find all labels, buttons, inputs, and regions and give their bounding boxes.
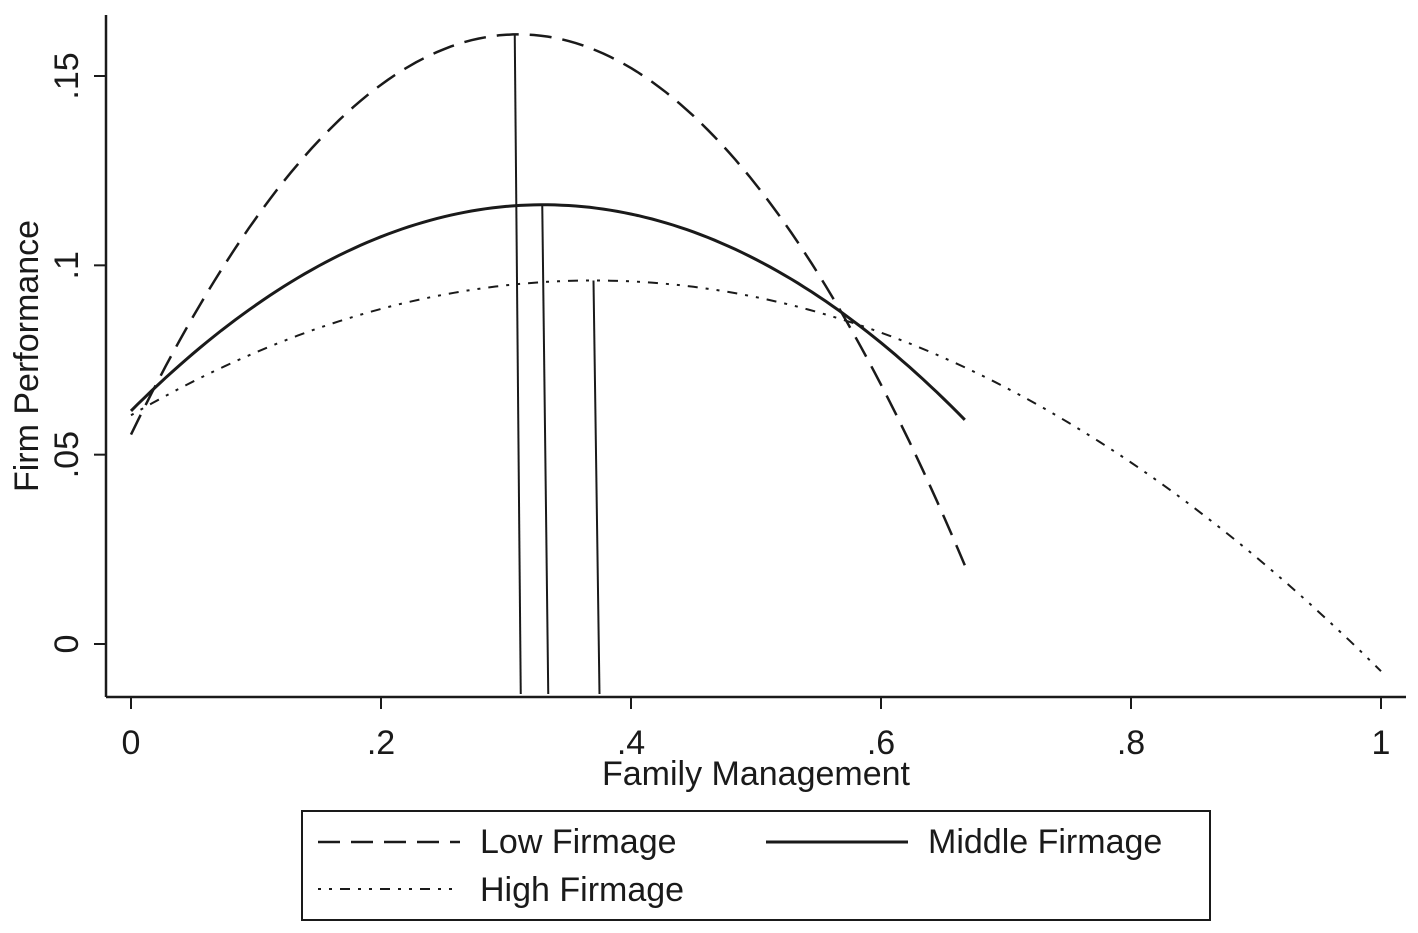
turning-point-line-middle-firmage	[541, 204, 550, 695]
legend-label-high-firmage: High Firmage	[480, 871, 684, 909]
legend-label-low-firmage: Low Firmage	[480, 823, 677, 861]
x-tick-label: 1	[1372, 724, 1391, 762]
x-tick-label: .2	[367, 724, 395, 762]
y-tick-label: .15	[48, 52, 86, 99]
y-tick-label: .1	[48, 251, 86, 279]
x-tick-label: .6	[867, 724, 895, 762]
legend-box	[301, 810, 1211, 921]
legend-items: Low Firmage Middle Firmage High Firmage	[318, 823, 1162, 909]
y-axis-title: Firm Performance	[8, 220, 46, 492]
turning-point-lines	[513, 34, 601, 695]
x-tick-label: .8	[1117, 724, 1145, 762]
y-tick-label: .05	[48, 431, 86, 478]
y-tick-label: 0	[48, 635, 86, 654]
turning-point-line-low-firmage	[513, 34, 522, 695]
y-ticks: 0 .05 .1 .15	[48, 52, 106, 653]
legend: Low Firmage Middle Firmage High Firmage	[301, 810, 1211, 921]
turning-point-line-high-firmage	[592, 280, 601, 695]
x-tick-label: 0	[122, 724, 141, 762]
legend-label-middle-firmage: Middle Firmage	[928, 823, 1162, 861]
x-ticks: 0 .2 .4 .6 .8 1	[122, 697, 1391, 762]
series-layer	[129, 33, 1382, 672]
series-high-firmage-line	[130, 279, 1382, 672]
x-tick-label: .4	[617, 724, 645, 762]
x-axis-title: Family Management	[602, 755, 911, 793]
plot-frame	[104, 15, 1406, 699]
series-low-firmage-line	[129, 33, 966, 566]
series-middle-firmage-line	[129, 203, 966, 421]
